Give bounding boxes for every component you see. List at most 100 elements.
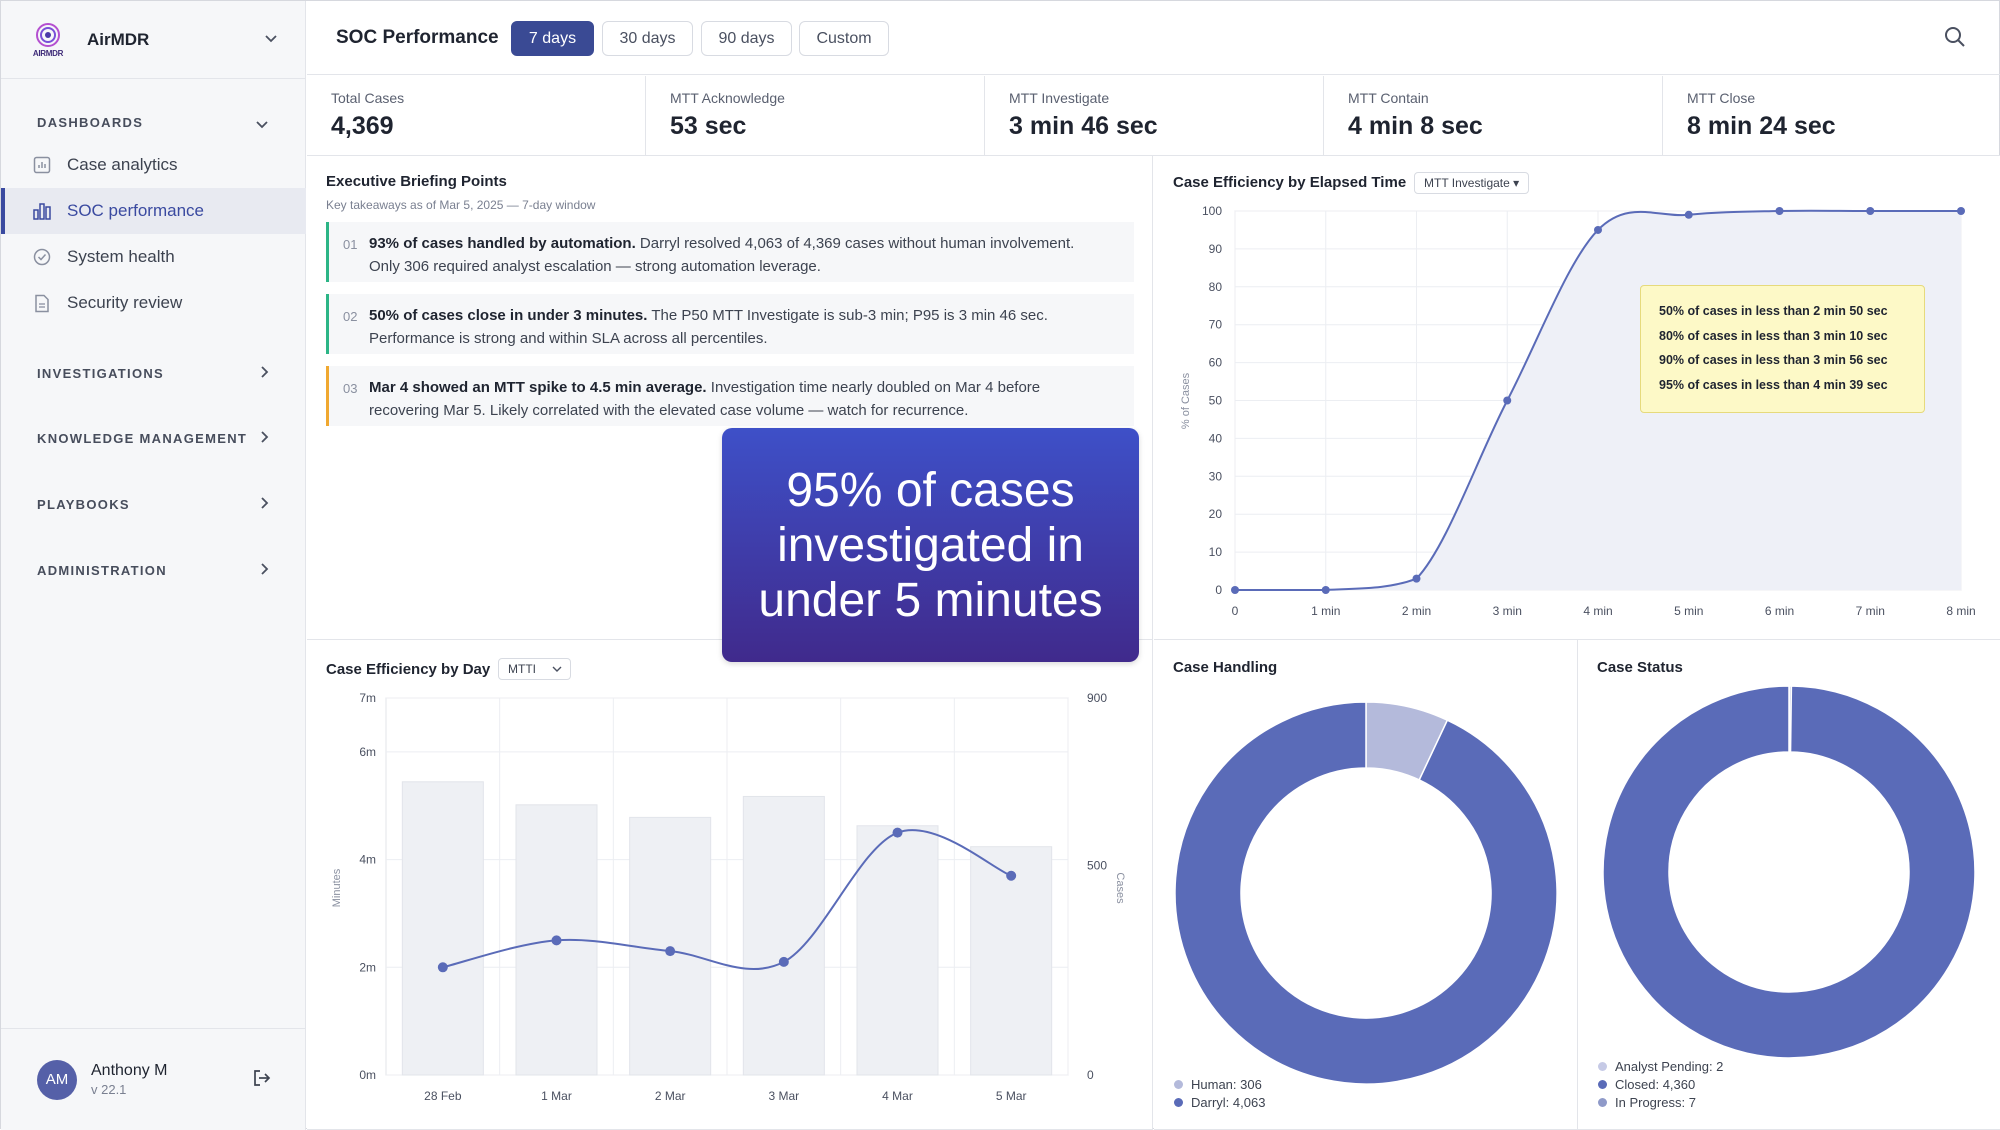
- x-tick-label: 7 min: [1856, 604, 1885, 618]
- nav-section-investigations[interactable]: INVESTIGATIONS: [37, 366, 165, 381]
- nav-section-playbooks[interactable]: PLAYBOOKS: [37, 497, 130, 512]
- x-tick-label: 4 Mar: [882, 1089, 913, 1103]
- user-name: Anthony M: [91, 1062, 168, 1079]
- metric-select-dropdown[interactable]: MTTI: [498, 658, 571, 680]
- sidebar-item-label: System health: [67, 247, 175, 266]
- nav-section-knowledge-management[interactable]: KNOWLEDGE MANAGEMENT: [37, 431, 248, 446]
- legend-item: Closed: 4,360: [1598, 1075, 1723, 1093]
- chevron-right-icon[interactable]: [259, 365, 269, 384]
- status-title: Case Status: [1597, 659, 1683, 676]
- legend-item: Human: 306: [1174, 1075, 1265, 1093]
- sidebar-item-system-health[interactable]: System health: [1, 234, 306, 280]
- logout-icon[interactable]: [252, 1069, 272, 1092]
- y2-tick-label: 900: [1087, 691, 1107, 705]
- sidebar-item-label: Case analytics: [67, 155, 178, 174]
- metric-select-dropdown[interactable]: MTT Investigate ▾: [1414, 172, 1530, 194]
- series-line: [1235, 209, 1961, 592]
- data-point: [1321, 586, 1330, 594]
- data-point: [778, 956, 789, 967]
- page-header: SOC Performance 7 days 30 days 90 days C…: [307, 1, 2000, 75]
- day-chart-title: Case Efficiency by Day: [326, 661, 491, 678]
- column-chart-icon: [31, 200, 53, 222]
- sidebar-item-case-analytics[interactable]: Case analytics: [1, 142, 306, 188]
- briefing-point: 02 50% of cases close in under 3 minutes…: [326, 294, 1134, 354]
- status-legend: Analyst Pending: 2 Closed: 4,360 In Prog…: [1598, 1057, 1723, 1111]
- x-tick-label: 1 min: [1311, 604, 1340, 618]
- sidebar-item-security-review[interactable]: Security review: [1, 280, 306, 326]
- x-tick-label: 3 Mar: [768, 1089, 799, 1103]
- kpi-mtt-investigate: MTT Investigate 3 min 46 sec: [985, 76, 1324, 156]
- percentile-note: 50% of cases in less than 2 min 50 sec: [1659, 304, 1888, 318]
- airmdr-logo: AIRMDR: [29, 21, 67, 59]
- donut-slice: [1174, 701, 1558, 1085]
- handling-title: Case Handling: [1173, 659, 1278, 676]
- chevron-right-icon[interactable]: [259, 562, 269, 581]
- briefing-point: 01 93% of cases handled by automation. D…: [326, 222, 1134, 282]
- briefing-point: 03 Mar 4 showed an MTT spike to 4.5 min …: [326, 366, 1134, 426]
- app-version: v 22.1: [91, 1082, 127, 1097]
- data-point: [1006, 870, 1017, 881]
- x-tick-label: 0: [1232, 604, 1239, 618]
- case-efficiency-elapsed-panel: Case Efficiency by Elapsed Time MTT Inve…: [1154, 156, 2000, 640]
- percentile-note: 80% of cases in less than 3 min 10 sec: [1659, 328, 1888, 343]
- data-point: [1412, 574, 1421, 583]
- highlight-callout: 95% of cases investigated in under 5 min…: [722, 428, 1139, 662]
- y-tick-label: 30: [1209, 469, 1223, 483]
- case-efficiency-day-panel: Case Efficiency by Day MTTI 0m 2m 4m 6m 7m 0 5…: [307, 640, 1153, 1130]
- case-handling-donut: [1174, 701, 1558, 1085]
- kpi-total-cases: Total Cases 4,369: [307, 76, 646, 156]
- brand-switcher[interactable]: AIRMDR AirMDR: [1, 1, 306, 79]
- x-tick-label: 5 min: [1674, 604, 1703, 618]
- y-tick-label: 70: [1209, 318, 1223, 332]
- data-point: [551, 935, 562, 946]
- range-custom-button[interactable]: Custom: [799, 21, 889, 56]
- briefing-title: Executive Briefing Points: [326, 173, 507, 190]
- chevron-right-icon[interactable]: [259, 496, 269, 515]
- sidebar-item-label: Security review: [67, 293, 183, 312]
- percentile-note: 90% of cases in less than 3 min 56 sec: [1659, 353, 1888, 367]
- sidebar-item-label: SOC performance: [67, 201, 204, 220]
- case-status-donut: [1602, 685, 1976, 1059]
- range-90-days-button[interactable]: 90 days: [701, 21, 792, 56]
- data-point: [1684, 210, 1693, 219]
- bar: [856, 825, 939, 1076]
- kpi-mtt-close: MTT Close 8 min 24 sec: [1687, 90, 1836, 140]
- page-title: SOC Performance: [336, 27, 499, 48]
- avatar[interactable]: AM: [37, 1059, 77, 1100]
- y-tick-label: 0m: [359, 1068, 376, 1082]
- data-point: [1594, 225, 1602, 234]
- chevron-down-icon[interactable]: [255, 117, 269, 135]
- bar: [970, 846, 1053, 1076]
- y-tick-label: 80: [1209, 280, 1223, 294]
- kpi-mtt-acknowledge: MTT Acknowledge 53 sec: [646, 76, 985, 156]
- y-tick-label: 50: [1209, 394, 1223, 408]
- search-icon[interactable]: [1943, 25, 1967, 54]
- bar: [629, 816, 712, 1076]
- x-tick-label: 6 min: [1765, 604, 1794, 618]
- y-tick-label: 90: [1209, 242, 1223, 256]
- x-tick-label: 4 min: [1583, 604, 1612, 618]
- sidebar: AIRMDR AirMDR DASHBOARDS Case analytics …: [1, 1, 306, 1130]
- y2-axis-label: Cases: [1114, 872, 1126, 904]
- nav-section-dashboards[interactable]: DASHBOARDS: [37, 115, 144, 130]
- bar-chart-icon: [31, 154, 53, 176]
- handling-legend: Human: 306 Darryl: 4,063: [1174, 1075, 1265, 1111]
- x-tick-label: 2 min: [1402, 604, 1431, 618]
- chevron-right-icon[interactable]: [259, 430, 269, 449]
- brand-name: AirMDR: [87, 29, 150, 49]
- donut-slice: [1602, 685, 1976, 1059]
- data-point: [437, 962, 448, 973]
- range-30-days-button[interactable]: 30 days: [602, 21, 693, 56]
- kpi-mtt-contain: MTT Contain 4 min 8 sec: [1324, 76, 1663, 156]
- nav-section-administration[interactable]: ADMINISTRATION: [37, 563, 167, 578]
- legend-item: Darryl: 4,063: [1174, 1093, 1265, 1111]
- sidebar-item-soc-performance[interactable]: SOC performance: [1, 188, 306, 234]
- range-7-days-button[interactable]: 7 days: [511, 21, 594, 56]
- y-tick-label: 6m: [359, 745, 376, 759]
- data-point: [1231, 586, 1239, 594]
- y2-tick-label: 500: [1087, 859, 1107, 873]
- chevron-down-icon[interactable]: [264, 31, 278, 49]
- y-tick-label: 7m: [359, 691, 376, 705]
- check-circle-icon: [31, 246, 53, 268]
- kpi-row: Total Cases 4,369 MTT Acknowledge 53 sec…: [307, 76, 2000, 156]
